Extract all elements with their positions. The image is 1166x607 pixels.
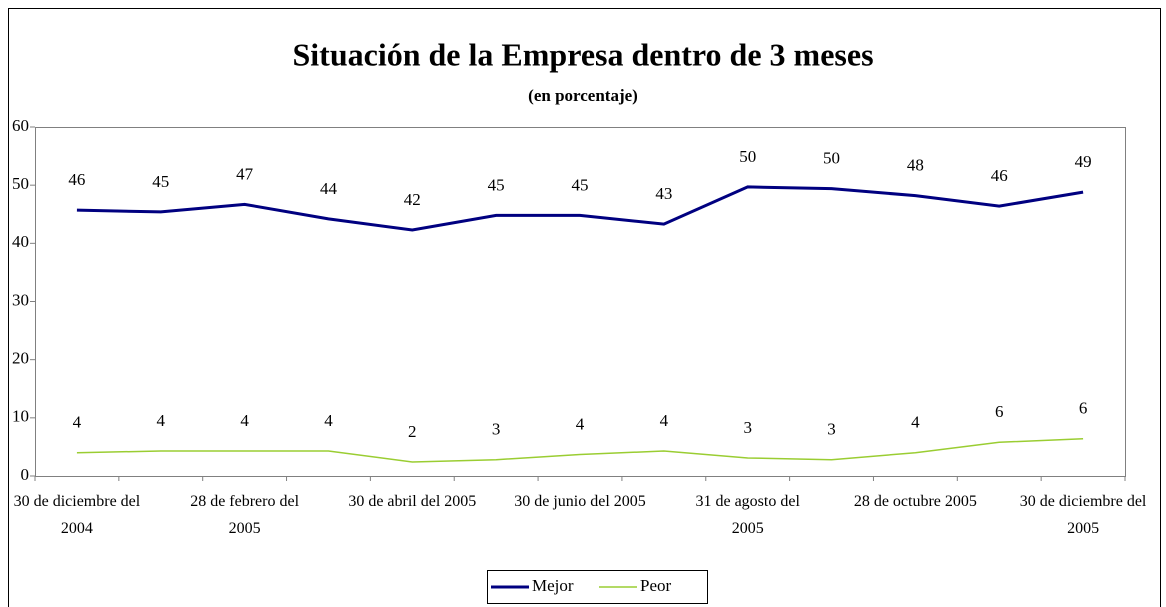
y-tick-label: 40 xyxy=(12,232,29,251)
data-label: 43 xyxy=(655,184,672,203)
data-label: 4 xyxy=(660,411,669,430)
x-tick-label: 30 de junio del 2005 xyxy=(514,493,646,510)
data-label: 4 xyxy=(157,411,166,430)
data-label: 4 xyxy=(911,413,920,432)
chart-title: Situación de la Empresa dentro de 3 mese… xyxy=(292,36,873,72)
y-tick-label: 10 xyxy=(12,407,29,426)
y-tick-label: 0 xyxy=(21,465,30,484)
series-line xyxy=(76,438,1084,463)
data-label: 46 xyxy=(991,166,1008,185)
data-label: 44 xyxy=(320,179,338,198)
legend xyxy=(487,570,708,604)
data-label: 50 xyxy=(739,147,756,166)
chart-subtitle: (en porcentaje) xyxy=(528,86,638,105)
x-tick-label: 30 de diciembre del 2005 xyxy=(1019,493,1147,537)
y-tick-label: 50 xyxy=(12,174,29,193)
data-label: 47 xyxy=(236,164,254,183)
data-label: 48 xyxy=(907,156,924,175)
data-label: 45 xyxy=(572,175,589,194)
data-label: 3 xyxy=(743,418,752,437)
data-label: 2 xyxy=(408,422,417,441)
data-label: 4 xyxy=(73,413,82,432)
y-tick-label: 60 xyxy=(12,116,29,135)
x-tick-label: 30 de diciembre del 2004 xyxy=(13,493,141,537)
data-label: 4 xyxy=(576,414,585,433)
data-label: 6 xyxy=(995,402,1004,421)
legend-label: Peor xyxy=(640,576,672,595)
legend-label: Mejor xyxy=(532,576,574,595)
data-label: 3 xyxy=(827,420,836,439)
chart-border xyxy=(8,8,1161,607)
data-label: 4 xyxy=(240,411,249,430)
plot-area xyxy=(35,127,1126,477)
x-tick-label: 28 de febrero del 2005 xyxy=(190,493,300,537)
data-label: 45 xyxy=(152,172,169,191)
data-label: 45 xyxy=(488,175,505,194)
x-tick-label: 28 de octubre 2005 xyxy=(853,493,977,510)
data-label: 42 xyxy=(404,190,421,209)
x-tick-label: 31 de agosto del 2005 xyxy=(695,493,800,537)
data-label: 50 xyxy=(823,149,840,168)
data-label: 6 xyxy=(1079,399,1088,418)
y-tick-label: 30 xyxy=(12,290,29,309)
y-tick-label: 20 xyxy=(12,349,29,368)
x-tick-label: 30 de abril del 2005 xyxy=(348,493,477,510)
data-label: 46 xyxy=(68,170,85,189)
series-line xyxy=(76,185,1084,232)
data-label: 3 xyxy=(492,420,501,439)
data-label: 49 xyxy=(1075,152,1092,171)
data-label: 4 xyxy=(324,411,333,430)
